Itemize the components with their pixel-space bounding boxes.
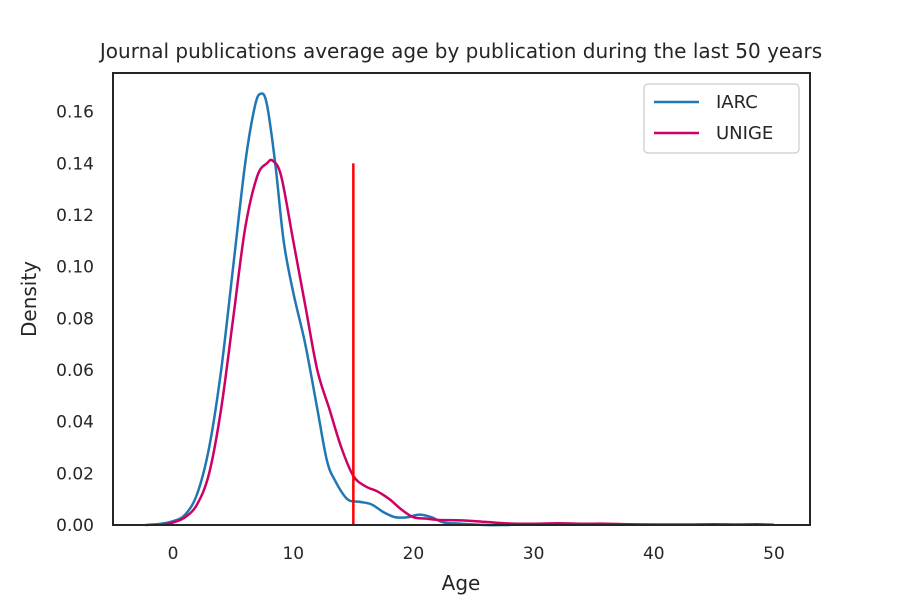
x-axis-label: Age — [442, 571, 481, 595]
y-tick-label: 0.10 — [56, 258, 94, 278]
plot-frame — [112, 72, 811, 526]
series-layer — [145, 92, 774, 527]
y-tick-label: 0.02 — [56, 464, 94, 484]
y-tick-label: 0.08 — [56, 309, 94, 329]
y-tick-label: 0.06 — [56, 361, 94, 381]
legend-label-iarc: IARC — [716, 92, 758, 113]
series-line-unige — [160, 158, 774, 527]
legend: IARC UNIGE — [643, 83, 800, 154]
chart-title: Journal publications average age by publ… — [98, 39, 822, 63]
x-tick-label: 10 — [282, 544, 304, 564]
y-tick-label: 0.16 — [56, 103, 94, 123]
x-tick-labels: 0 10 20 30 40 50 — [168, 544, 785, 564]
x-tick-label: 20 — [403, 544, 425, 564]
legend-label-unige: UNIGE — [716, 123, 773, 144]
x-tick-label: 50 — [763, 544, 785, 564]
y-axis-label: Density — [17, 261, 41, 337]
y-tick-label: 0.14 — [56, 154, 94, 174]
x-tick-label: 30 — [523, 544, 545, 564]
series-line-iarc — [145, 92, 510, 527]
y-tick-label: 0.12 — [56, 206, 94, 226]
x-tick-label: 40 — [643, 544, 665, 564]
y-tick-labels: 0.00 0.02 0.04 0.06 0.08 0.10 0.12 0.14 0.16 — [56, 103, 94, 536]
x-tick-label: 0 — [168, 544, 179, 564]
y-tick-label: 0.00 — [56, 516, 94, 536]
y-tick-label: 0.04 — [56, 413, 94, 433]
